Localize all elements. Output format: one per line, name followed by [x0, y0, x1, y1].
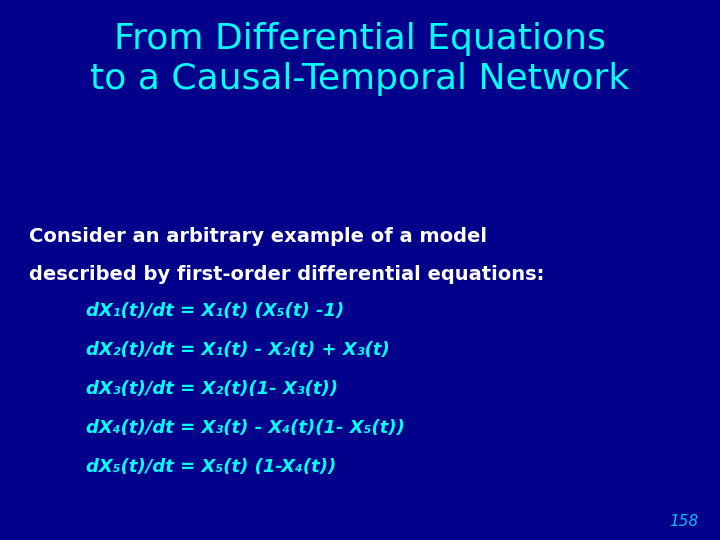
Text: dX₄(t)/dt = X₃(t) - X₄(t)(1- X₅(t)): dX₄(t)/dt = X₃(t) - X₄(t)(1- X₅(t))	[86, 419, 405, 437]
Text: dX₁(t)/dt = X₁(t) (X₅(t) -1): dX₁(t)/dt = X₁(t) (X₅(t) -1)	[86, 302, 345, 320]
Text: 158: 158	[669, 514, 698, 529]
Text: Consider an arbitrary example of a model: Consider an arbitrary example of a model	[29, 227, 487, 246]
Text: dX₂(t)/dt = X₁(t) - X₂(t) + X₃(t): dX₂(t)/dt = X₁(t) - X₂(t) + X₃(t)	[86, 341, 390, 359]
Text: From Differential Equations
to a Causal-Temporal Network: From Differential Equations to a Causal-…	[91, 22, 629, 96]
Text: described by first-order differential equations:: described by first-order differential eq…	[29, 265, 544, 284]
Text: dX₃(t)/dt = X₂(t)(1- X₃(t)): dX₃(t)/dt = X₂(t)(1- X₃(t))	[86, 380, 338, 398]
Text: dX₅(t)/dt = X₅(t) (1-X₄(t)): dX₅(t)/dt = X₅(t) (1-X₄(t))	[86, 458, 337, 476]
